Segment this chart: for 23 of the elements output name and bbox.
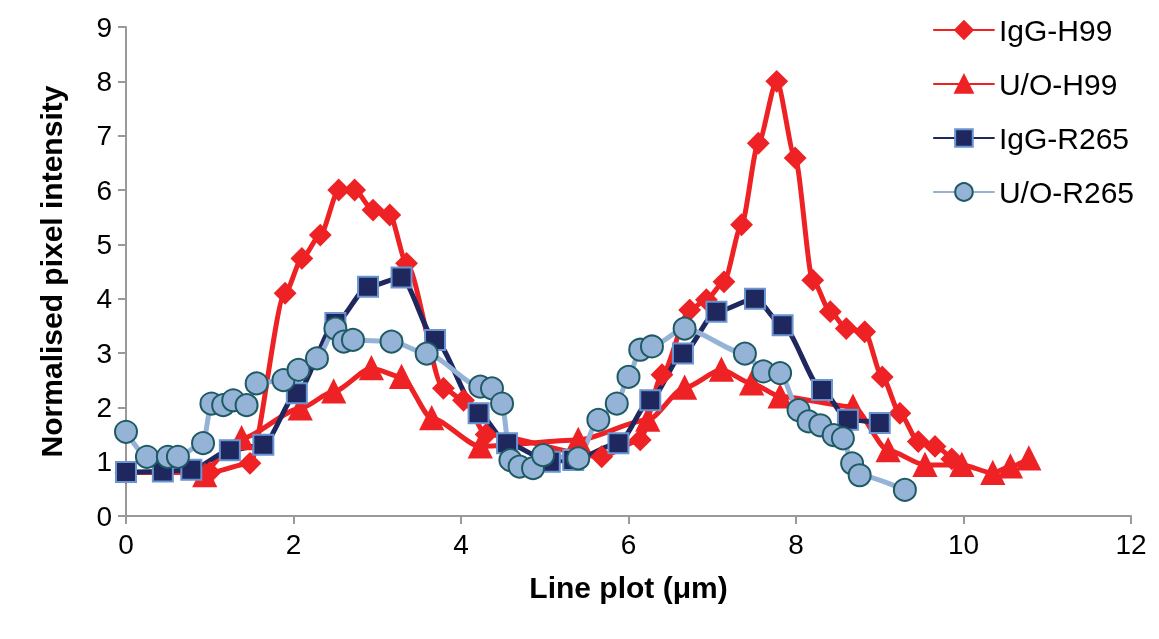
y-tick-label: 8 (96, 65, 112, 97)
y-tick-label: 4 (96, 283, 112, 315)
y-tick-label: 7 (96, 120, 112, 152)
y-tick-label: 6 (96, 174, 112, 206)
y-axis-title: Normalised pixel intensity (34, 85, 68, 458)
y-tick-label: 1 (96, 446, 112, 478)
legend-label: IgG-H99 (998, 13, 1113, 47)
y-tick-label: 2 (96, 391, 112, 423)
x-tick-label: 4 (453, 528, 469, 560)
legend-label: U/O-H99 (998, 67, 1118, 101)
y-tick-label: 0 (96, 500, 112, 532)
legend-label: IgG-R265 (998, 121, 1130, 155)
x-tick-label: 6 (620, 528, 637, 560)
x-tick-label: 2 (285, 528, 302, 560)
y-tick-label: 5 (96, 228, 112, 260)
y-tick-label: 9 (96, 11, 112, 43)
legend-label: U/O-R265 (998, 175, 1134, 209)
y-tick-label: 3 (96, 337, 112, 369)
x-tick-label: 8 (788, 528, 804, 560)
x-tick-label: 12 (1115, 528, 1147, 560)
x-tick-label: 10 (947, 528, 980, 560)
x-axis-title: Line plot (μm) (529, 570, 728, 604)
x-tick-label: 0 (118, 528, 134, 560)
